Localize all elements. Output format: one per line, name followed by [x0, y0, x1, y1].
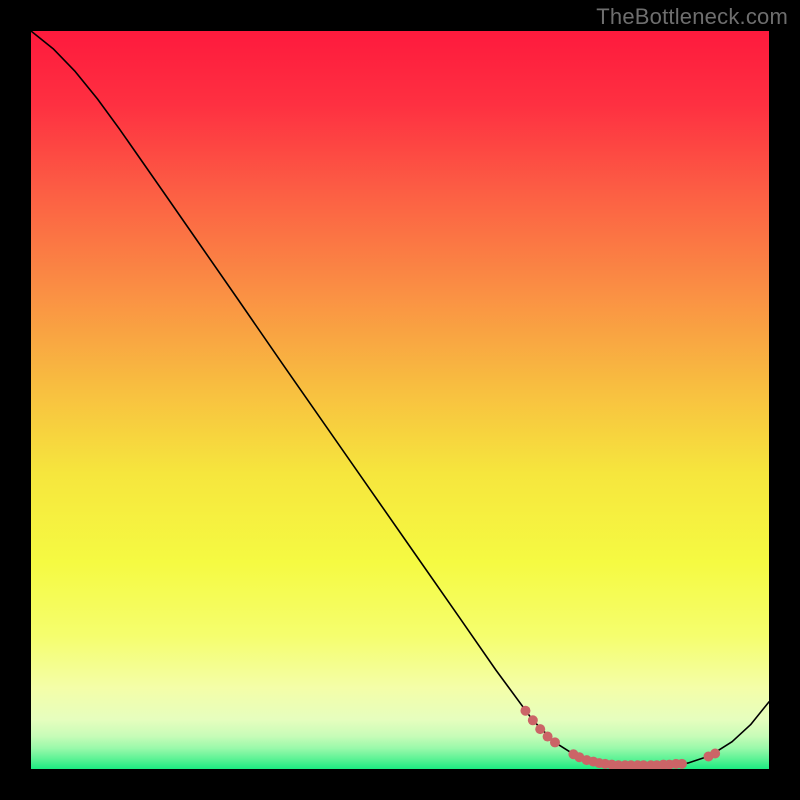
plot-area — [31, 31, 769, 769]
marker-point — [528, 715, 538, 725]
marker-point — [520, 706, 530, 716]
marker-point — [535, 724, 545, 734]
chart-frame: TheBottleneck.com — [0, 0, 800, 800]
marker-point — [710, 749, 720, 759]
marker-point — [550, 737, 560, 747]
marker-point — [677, 759, 687, 769]
chart-svg — [31, 31, 769, 769]
watermark-label: TheBottleneck.com — [596, 4, 788, 30]
chart-background — [31, 31, 769, 769]
